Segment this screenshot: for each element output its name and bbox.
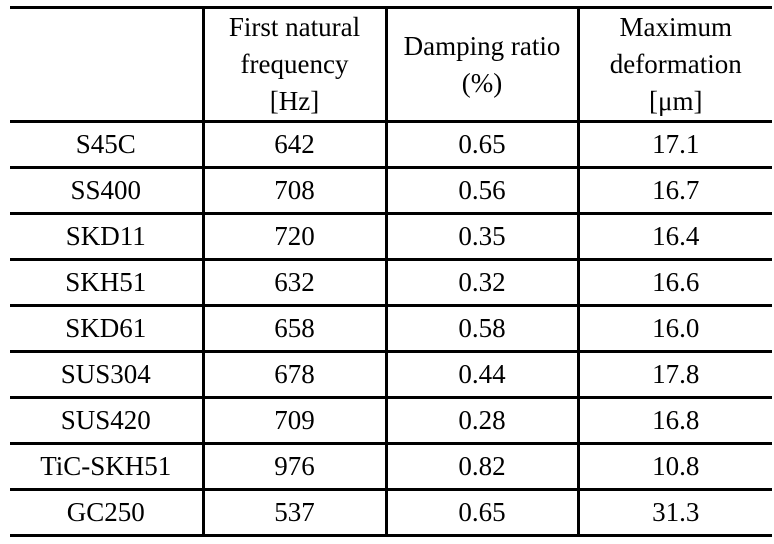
header-row: First natural frequency [Hz] Damping rat… xyxy=(10,7,772,123)
header-cell-maximum-deformation: Maximum deformation [μm] xyxy=(576,7,772,123)
table-row: SKD61 658 0.58 16.0 xyxy=(10,305,772,353)
deformation-cell: 16.8 xyxy=(576,397,772,445)
table-header: First natural frequency [Hz] Damping rat… xyxy=(10,7,772,123)
frequency-cell: 642 xyxy=(201,121,386,169)
frequency-cell: 658 xyxy=(201,305,386,353)
damping-cell: 0.56 xyxy=(384,167,578,215)
damping-cell: 0.32 xyxy=(384,259,578,307)
damping-cell: 0.35 xyxy=(384,213,578,261)
header-cell-first-natural-frequency: First natural frequency [Hz] xyxy=(201,7,386,123)
table-body: S45C 642 0.65 17.1 SS400 708 0.56 16.7 S… xyxy=(10,121,772,537)
deformation-cell: 10.8 xyxy=(576,443,772,491)
frequency-cell: 976 xyxy=(201,443,386,491)
table-row: SUS304 678 0.44 17.8 xyxy=(10,351,772,399)
damping-cell: 0.44 xyxy=(384,351,578,399)
material-cell: SKH51 xyxy=(10,259,203,307)
frequency-cell: 678 xyxy=(201,351,386,399)
deformation-cell: 16.0 xyxy=(576,305,772,353)
material-cell: SKD11 xyxy=(10,213,203,261)
material-cell: S45C xyxy=(10,121,203,169)
deformation-cell: 17.8 xyxy=(576,351,772,399)
material-cell: SKD61 xyxy=(10,305,203,353)
table-row: SS400 708 0.56 16.7 xyxy=(10,167,772,215)
frequency-cell: 537 xyxy=(201,489,386,537)
material-cell: SUS420 xyxy=(10,397,203,445)
table-row: SKH51 632 0.32 16.6 xyxy=(10,259,772,307)
deformation-cell: 16.7 xyxy=(576,167,772,215)
damping-cell: 0.58 xyxy=(384,305,578,353)
frequency-cell: 708 xyxy=(201,167,386,215)
deformation-cell: 16.6 xyxy=(576,259,772,307)
frequency-cell: 709 xyxy=(201,397,386,445)
frequency-cell: 632 xyxy=(201,259,386,307)
table-row: SKD11 720 0.35 16.4 xyxy=(10,213,772,261)
damping-cell: 0.65 xyxy=(384,489,578,537)
table-row: SUS420 709 0.28 16.8 xyxy=(10,397,772,445)
material-cell: TiC-SKH51 xyxy=(10,443,203,491)
deformation-cell: 31.3 xyxy=(576,489,772,537)
damping-cell: 0.82 xyxy=(384,443,578,491)
materials-properties-table: First natural frequency [Hz] Damping rat… xyxy=(10,6,772,537)
table-row: GC250 537 0.65 31.3 xyxy=(10,489,772,537)
material-cell: SUS304 xyxy=(10,351,203,399)
table-row: S45C 642 0.65 17.1 xyxy=(10,121,772,169)
damping-cell: 0.65 xyxy=(384,121,578,169)
table-row: TiC-SKH51 976 0.82 10.8 xyxy=(10,443,772,491)
header-cell-material xyxy=(10,7,203,123)
deformation-cell: 16.4 xyxy=(576,213,772,261)
material-cell: SS400 xyxy=(10,167,203,215)
material-cell: GC250 xyxy=(10,489,203,537)
deformation-cell: 17.1 xyxy=(576,121,772,169)
frequency-cell: 720 xyxy=(201,213,386,261)
header-cell-damping-ratio: Damping ratio (%) xyxy=(384,7,578,123)
damping-cell: 0.28 xyxy=(384,397,578,445)
